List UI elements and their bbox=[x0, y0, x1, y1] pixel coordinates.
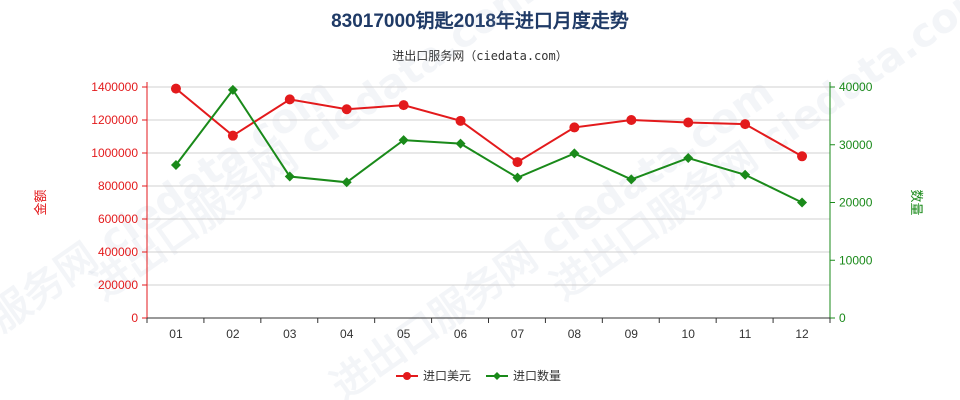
left-tick-label: 0 bbox=[131, 311, 138, 325]
left-tick-label: 800000 bbox=[98, 179, 138, 193]
x-tick-label: 07 bbox=[511, 327, 525, 341]
right-axis-title: 数量 bbox=[908, 189, 923, 215]
data-point bbox=[284, 171, 295, 182]
data-point bbox=[683, 117, 694, 128]
data-point bbox=[797, 197, 808, 208]
data-point bbox=[341, 104, 352, 115]
data-point bbox=[569, 148, 580, 159]
x-tick-label: 02 bbox=[226, 327, 240, 341]
data-point bbox=[797, 151, 808, 162]
right-tick-label: 0 bbox=[839, 311, 846, 325]
data-point bbox=[170, 159, 181, 170]
data-point bbox=[626, 174, 637, 185]
data-point bbox=[341, 177, 352, 188]
data-point bbox=[227, 130, 238, 141]
left-tick-label: 1000000 bbox=[91, 146, 138, 160]
right-tick-label: 20000 bbox=[839, 196, 873, 210]
left-axis-title: 金额 bbox=[33, 189, 49, 215]
data-point bbox=[740, 169, 751, 180]
x-tick-label: 10 bbox=[682, 327, 696, 341]
right-tick-label: 40000 bbox=[839, 80, 873, 94]
x-tick-label: 04 bbox=[340, 327, 354, 341]
watermark-text: 进出口服务网 ciedata.com bbox=[83, 0, 542, 310]
watermark-text: 进出口服务网 ciedata.com bbox=[323, 69, 782, 400]
series-line-1 bbox=[175, 87, 803, 164]
data-point bbox=[740, 119, 751, 130]
data-point bbox=[626, 115, 637, 125]
data-point bbox=[398, 100, 409, 111]
chart-subtitle: 进出口服务网（ciedata.com） bbox=[392, 49, 568, 63]
left-tick-label: 400000 bbox=[98, 245, 138, 259]
data-point bbox=[170, 83, 181, 94]
legend-marker bbox=[493, 372, 501, 380]
x-tick-label: 12 bbox=[795, 327, 809, 341]
data-point bbox=[227, 84, 238, 95]
x-tick-label: 06 bbox=[454, 327, 468, 341]
x-tick-label: 11 bbox=[739, 327, 752, 341]
data-point bbox=[284, 94, 295, 105]
data-point bbox=[512, 157, 523, 168]
left-tick-label: 600000 bbox=[98, 212, 138, 226]
data-point bbox=[569, 122, 580, 133]
left-tick-label: 200000 bbox=[98, 278, 138, 292]
x-tick-label: 01 bbox=[169, 327, 183, 341]
legend-marker bbox=[403, 372, 411, 380]
left-tick-label: 1200000 bbox=[91, 113, 138, 127]
x-tick-label: 08 bbox=[568, 327, 582, 341]
right-tick-label: 10000 bbox=[839, 253, 873, 267]
data-point bbox=[398, 135, 409, 146]
chart-title: 83017000钥匙2018年进口月度走势 bbox=[331, 11, 629, 32]
right-tick-label: 30000 bbox=[839, 138, 873, 152]
x-tick-label: 05 bbox=[397, 327, 411, 341]
data-point bbox=[455, 115, 466, 126]
data-point bbox=[455, 138, 466, 149]
data-point bbox=[512, 172, 523, 183]
left-tick-label: 1400000 bbox=[91, 80, 138, 94]
watermark-text: 进出口服务网 ciedata.com bbox=[543, 0, 960, 310]
series-line-2 bbox=[175, 88, 803, 204]
x-tick-label: 09 bbox=[625, 327, 639, 341]
legend-label: 进口美元 bbox=[423, 369, 471, 383]
x-tick-label: 03 bbox=[283, 327, 297, 341]
data-point bbox=[683, 153, 694, 164]
legend-label: 进口数量 bbox=[513, 368, 561, 383]
